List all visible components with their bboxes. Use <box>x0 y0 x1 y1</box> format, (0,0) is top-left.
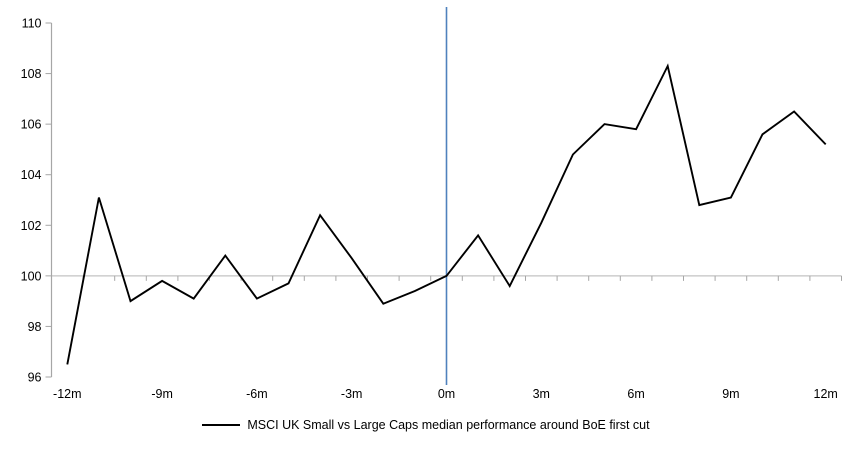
y-tick-label: 106 <box>21 118 42 132</box>
x-tick-label: 9m <box>722 387 739 401</box>
y-tick-label: 102 <box>21 219 42 233</box>
x-tick-label: -12m <box>53 387 81 401</box>
y-tick-label: 108 <box>21 67 42 81</box>
series-line <box>66 63 827 365</box>
legend-label: MSCI UK Small vs Large Caps median perfo… <box>247 418 650 432</box>
y-tick-label: 104 <box>21 168 42 182</box>
x-tick-label: 3m <box>533 387 550 401</box>
y-tick-label: 100 <box>21 269 42 283</box>
y-tick-label: 98 <box>28 320 42 334</box>
legend-line-swatch <box>202 424 241 426</box>
legend: MSCI UK Small vs Large Caps median perfo… <box>0 418 852 432</box>
x-tick-label: -3m <box>341 387 363 401</box>
x-tick-label: -9m <box>151 387 173 401</box>
x-tick-label: -6m <box>246 387 268 401</box>
x-tick-label: 6m <box>627 387 644 401</box>
y-tick-label: 96 <box>28 371 42 385</box>
x-tick-label: 0m <box>438 387 455 401</box>
y-tick-label: 110 <box>22 17 42 31</box>
x-tick-label: 12m <box>814 387 838 401</box>
chart-canvas: 96 98 100 102 104 106 108 110 -12m -9m -6m -3m 0m 3m 6… <box>21 7 842 401</box>
